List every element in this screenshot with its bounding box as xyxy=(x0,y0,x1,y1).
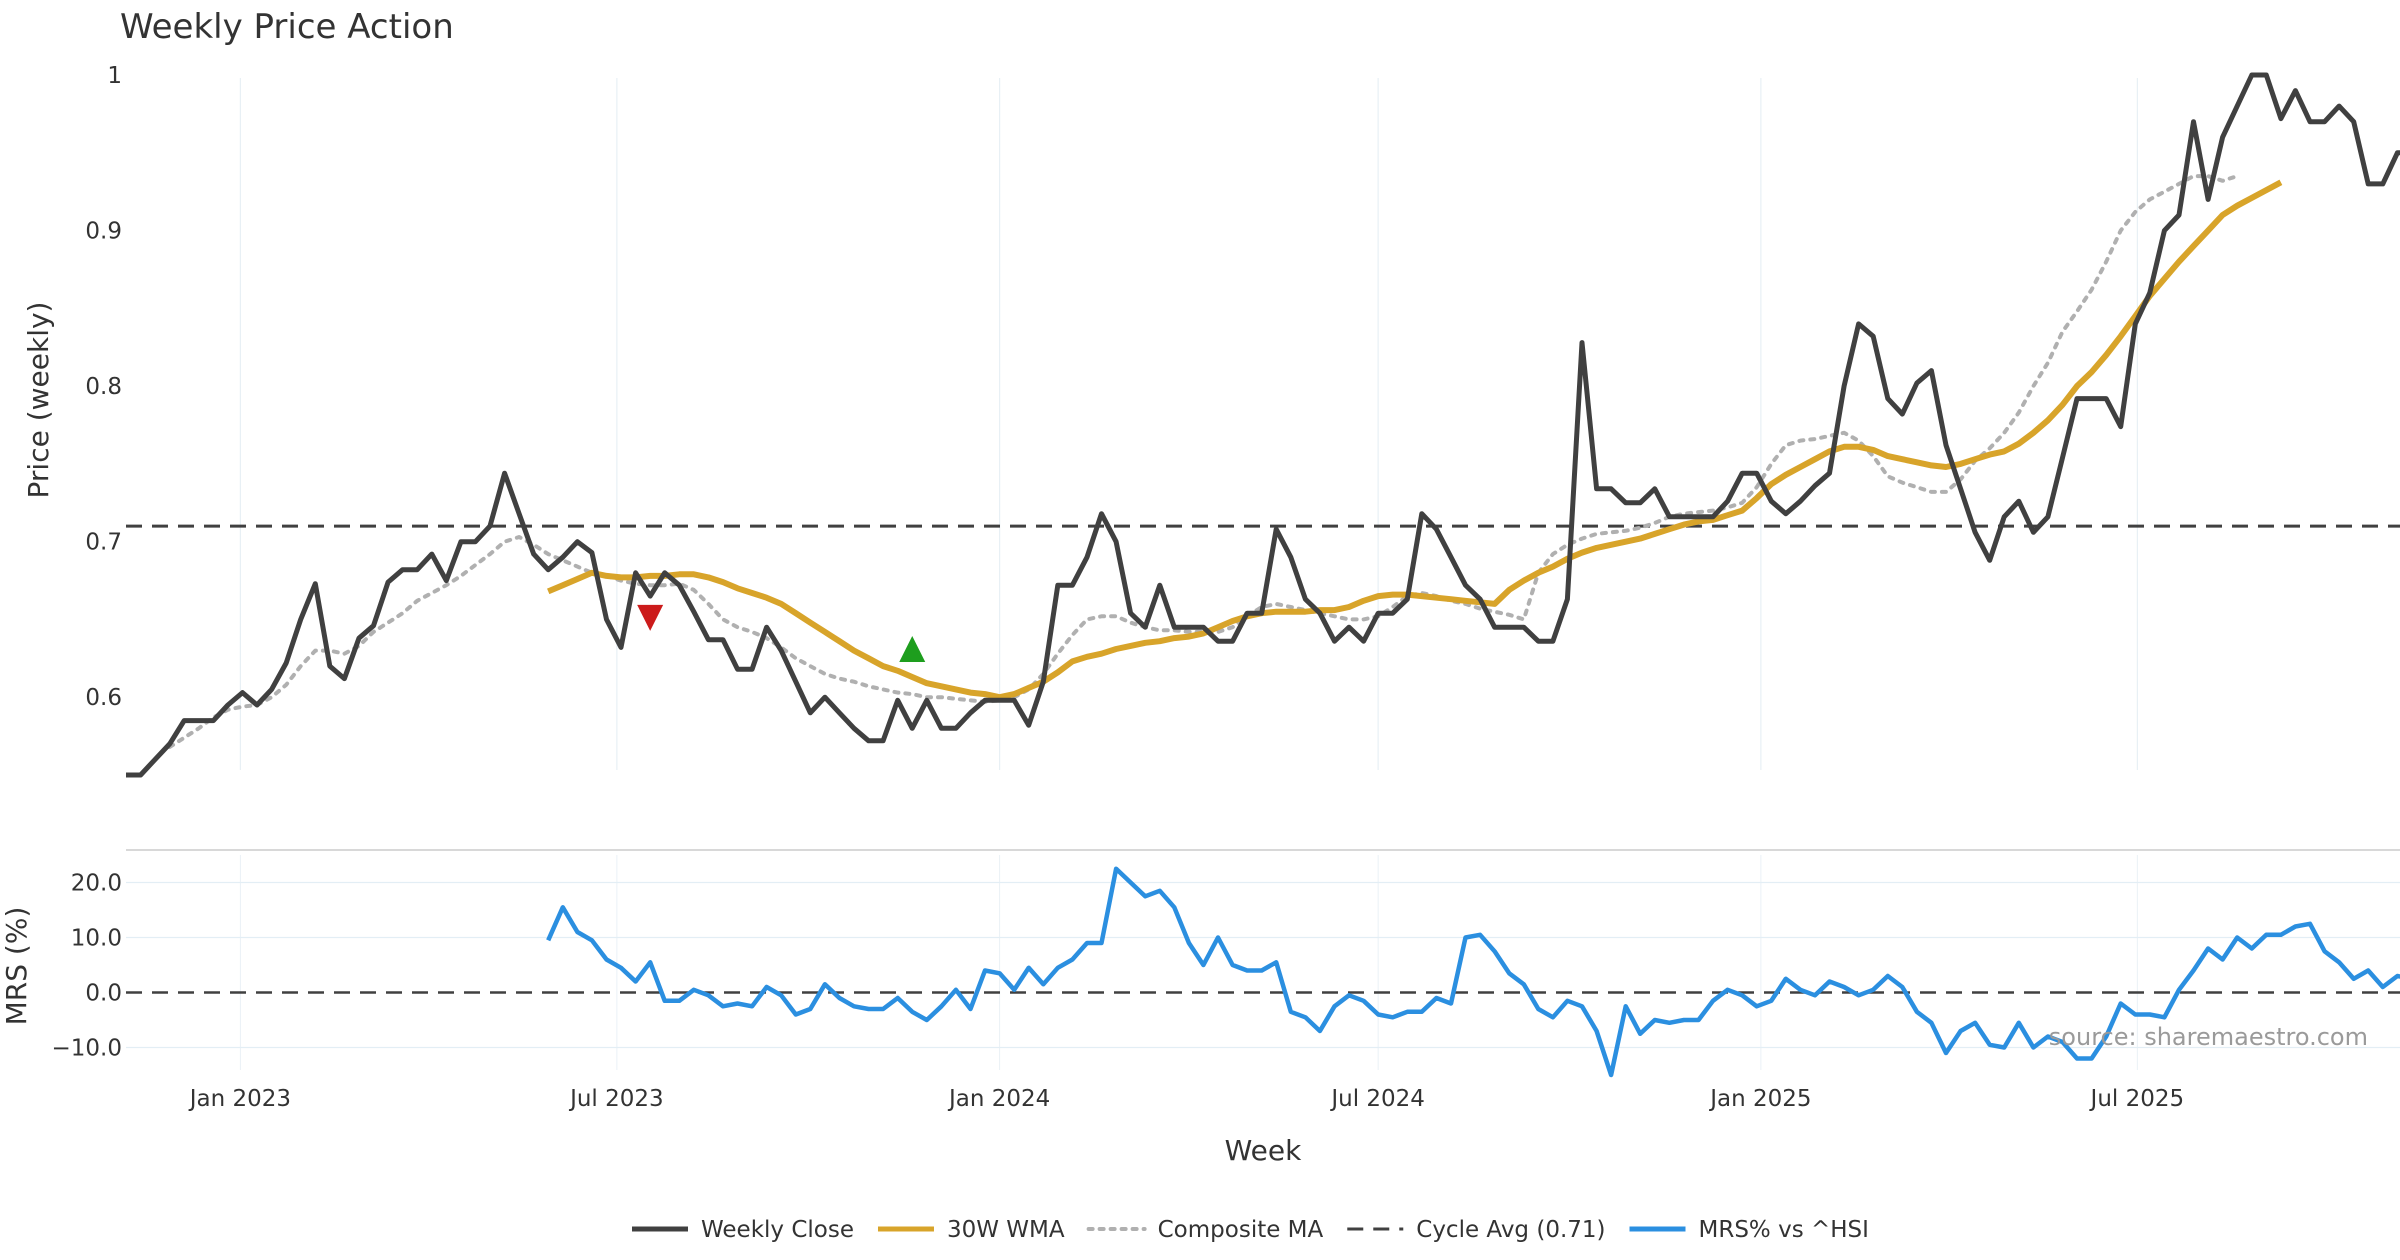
mrs-line xyxy=(546,866,2400,1078)
signal-markers xyxy=(637,604,926,662)
price-y-tick-label: 0.6 xyxy=(85,685,122,711)
x-tick-label: Jul 2023 xyxy=(568,1086,664,1112)
legend-label: MRS% vs ^HSI xyxy=(1699,1217,1869,1243)
sell-signal-marker xyxy=(637,604,664,631)
weekly-close-line xyxy=(126,72,2400,778)
price-panel: 0.6 0.7 0.8 0.9 1 Price (weekly) xyxy=(22,63,2400,778)
legend-label: Composite MA xyxy=(1158,1217,1324,1243)
buy-signal-marker xyxy=(899,636,926,662)
mrs-y-tick-label: 10.0 xyxy=(71,926,122,952)
price-y-axis-label: Price (weekly) xyxy=(22,302,55,499)
x-ticks: Jan 2023 Jul 2023 Jan 2024 Jul 2024 Jan 2025… xyxy=(188,1086,2184,1112)
source-note: source: sharemaestro.com xyxy=(2049,1023,2368,1051)
price-y-tick-label: 0.8 xyxy=(85,374,122,400)
mrs-y-tick-label: 0.0 xyxy=(85,981,122,1007)
legend-label: 30W WMA xyxy=(947,1217,1065,1243)
price-y-tick-label: 1 xyxy=(107,63,122,89)
mrs-y-tick-label: −10.0 xyxy=(52,1036,122,1062)
legend-item: 30W WMA xyxy=(877,1217,1065,1243)
x-tick-label: Jul 2025 xyxy=(2089,1086,2185,1112)
legend-item: Cycle Avg (0.71) xyxy=(1347,1217,1606,1243)
legend-item: Composite MA xyxy=(1086,1217,1324,1243)
x-tick-label: Jul 2024 xyxy=(1329,1086,1425,1112)
mrs-y-ticks: −10.0 0.0 10.0 20.0 xyxy=(52,871,122,1062)
price-y-tick-label: 0.7 xyxy=(85,530,122,556)
legend-label: Weekly Close xyxy=(701,1217,854,1243)
mrs-panel: −10.0 0.0 10.0 20.0 MRS (%) source: sharema… xyxy=(0,849,2400,1078)
x-axis-label: Week xyxy=(1225,1134,1302,1167)
x-tick-label: Jan 2025 xyxy=(1708,1086,1811,1112)
price-y-ticks: 0.6 0.7 0.8 0.9 1 xyxy=(85,63,122,711)
wma-line xyxy=(547,179,2283,701)
composite-ma-line xyxy=(167,174,2240,749)
legend: Weekly Close 30W WMA Composite MA Cycle Avg… xyxy=(632,1217,1869,1243)
legend-item: Weekly Close xyxy=(632,1217,854,1243)
legend-item: MRS% vs ^HSI xyxy=(1629,1217,1869,1243)
price-y-tick-label: 0.9 xyxy=(85,219,122,245)
x-tick-label: Jan 2023 xyxy=(188,1086,291,1112)
mrs-y-axis-label: MRS (%) xyxy=(0,907,33,1026)
price-gridlines xyxy=(239,78,2138,770)
mrs-y-tick-label: 20.0 xyxy=(71,871,122,897)
legend-label: Cycle Avg (0.71) xyxy=(1416,1217,1605,1243)
chart-title: Weekly Price Action xyxy=(120,7,454,47)
x-tick-label: Jan 2024 xyxy=(947,1086,1050,1112)
mrs-gridlines xyxy=(126,855,2400,1070)
